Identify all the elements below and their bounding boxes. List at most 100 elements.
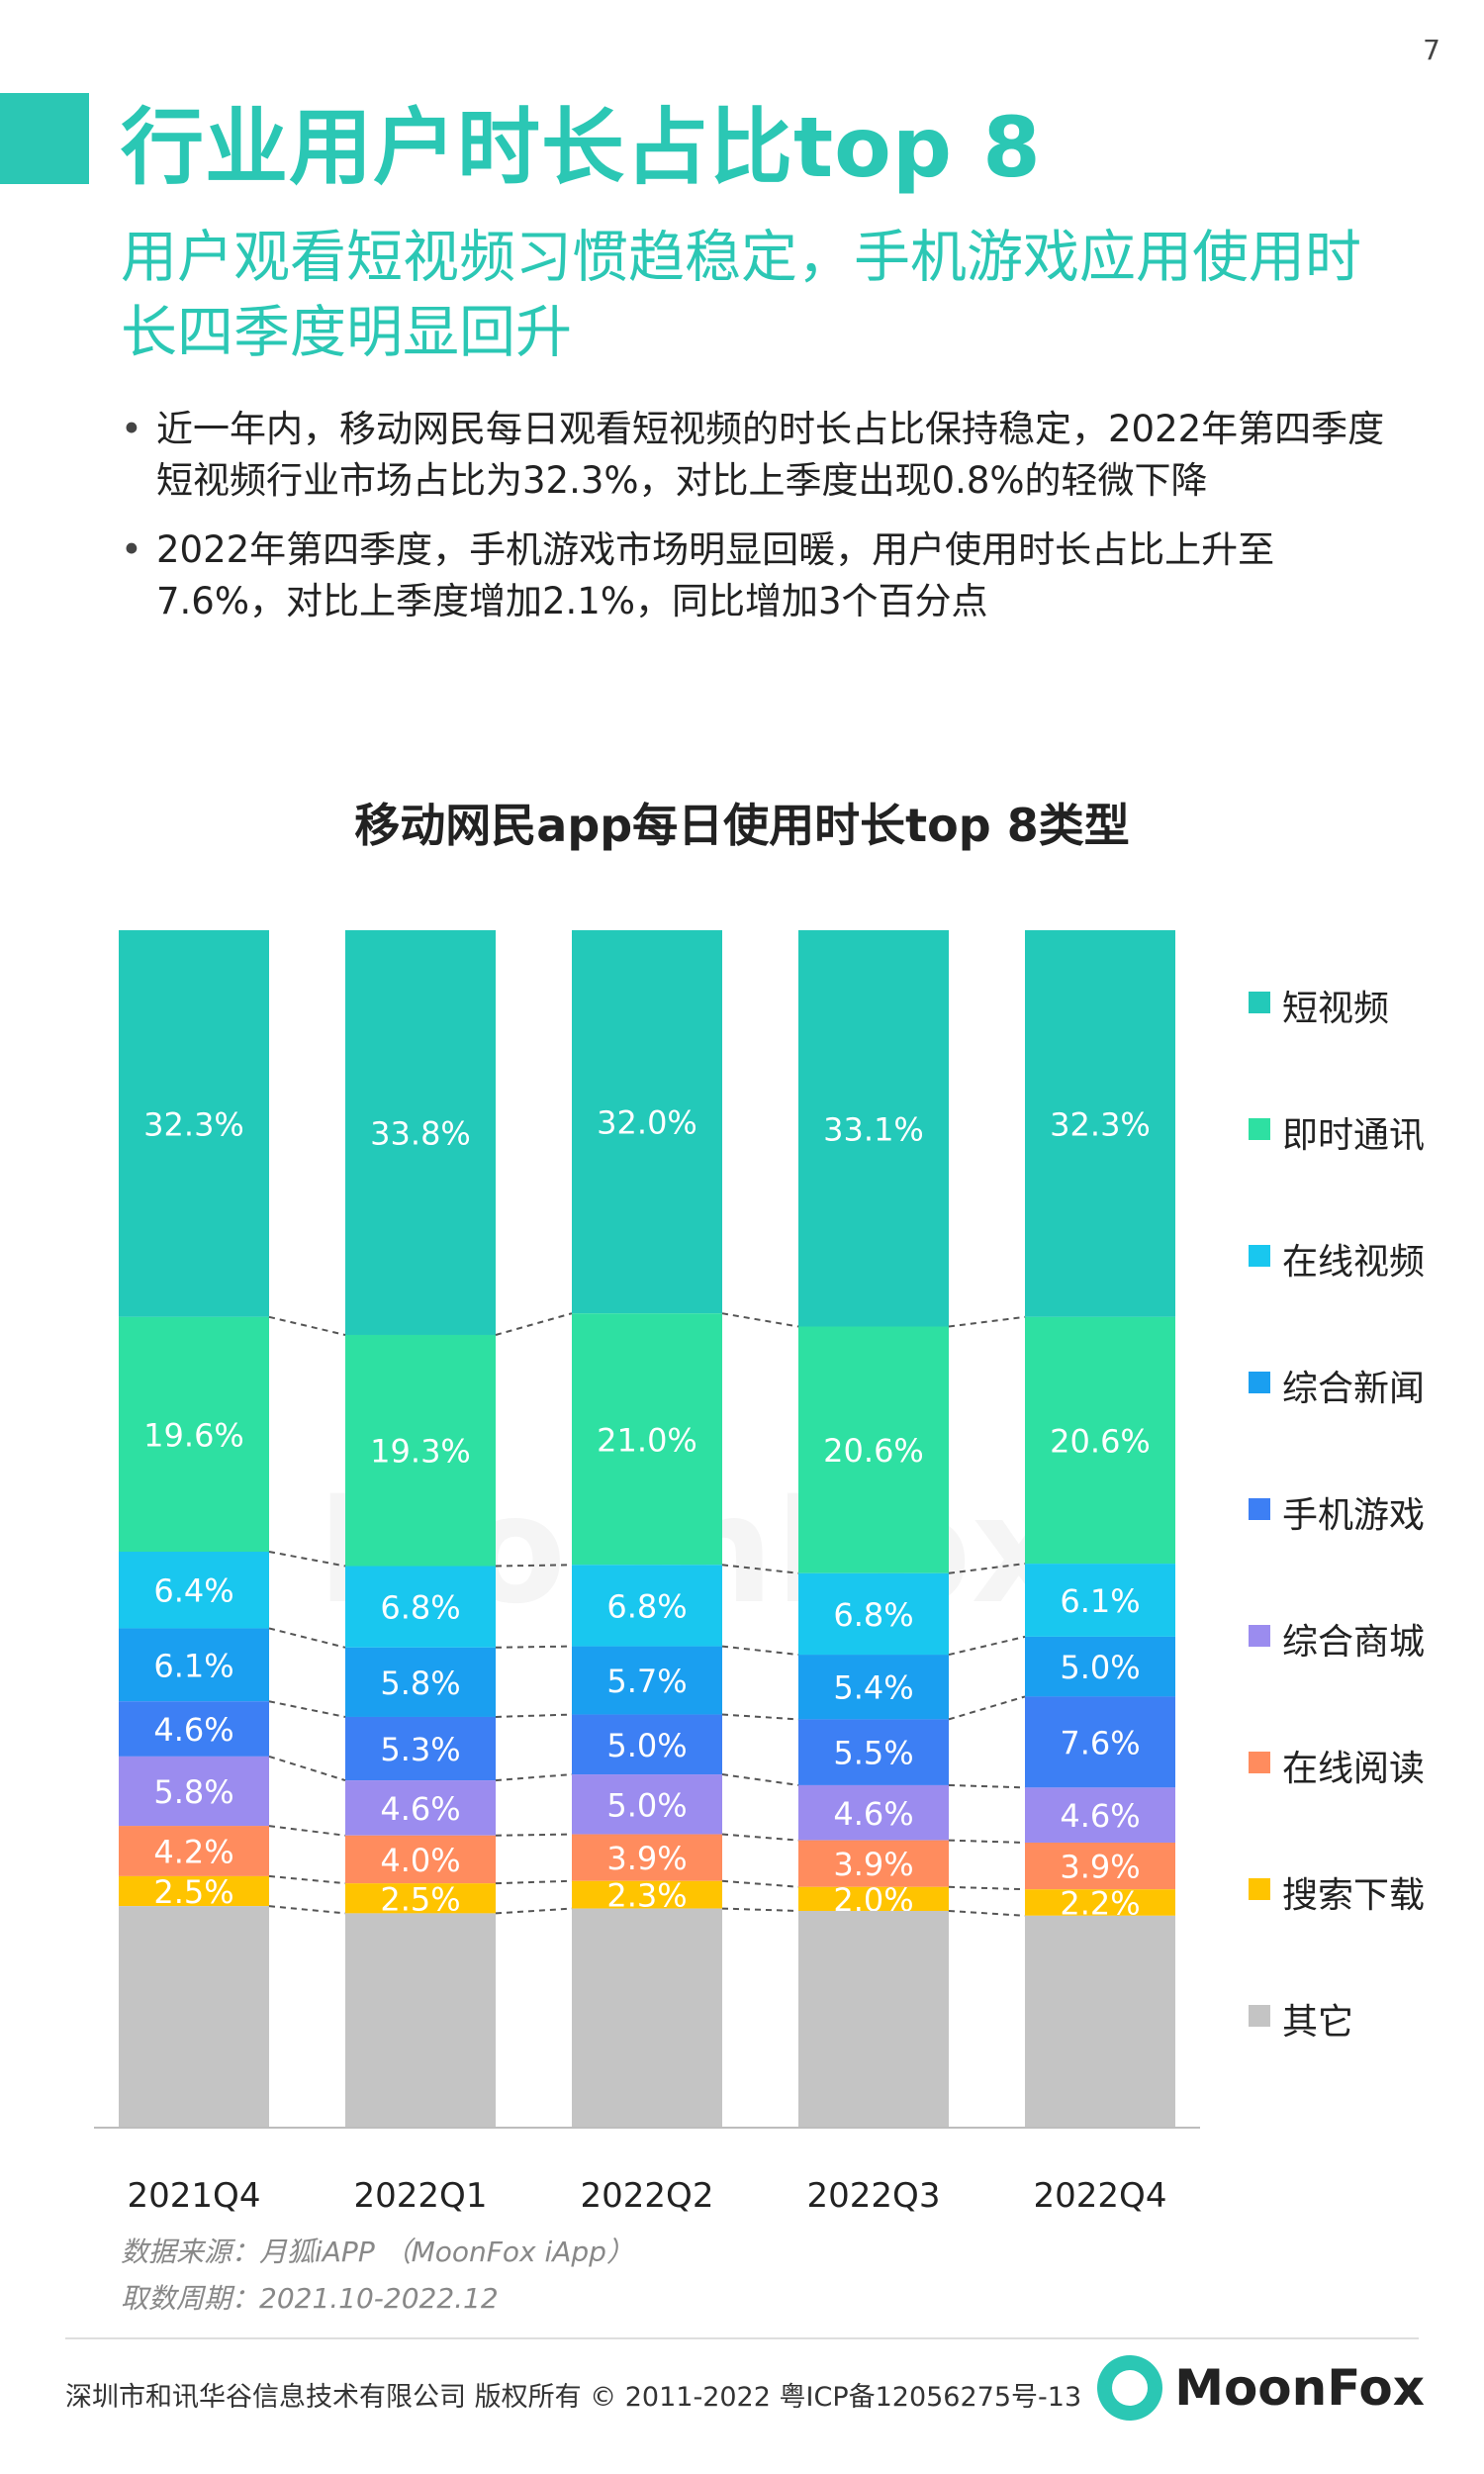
data-label: 32.3%: [1050, 1105, 1151, 1143]
bar-segment: [1025, 1636, 1175, 1697]
connector-line: [721, 1312, 799, 1328]
data-label: 3.9%: [606, 1840, 687, 1877]
connector-line: [948, 1315, 1026, 1328]
data-label: 32.3%: [143, 1105, 244, 1143]
bar-segment: [119, 1906, 269, 2128]
connector-line: [721, 1645, 799, 1657]
data-label: 6.1%: [153, 1647, 233, 1684]
connector-line: [495, 1907, 573, 1915]
legend-label: 综合新闻: [1282, 1369, 1426, 1409]
legend-label: 手机游戏: [1282, 1495, 1426, 1536]
data-label: 6.8%: [606, 1587, 687, 1625]
bar-segment: [1025, 1915, 1175, 2128]
connector-line: [721, 1773, 799, 1786]
connector-line: [721, 1833, 799, 1842]
data-label: 6.1%: [1060, 1582, 1140, 1620]
bar-segment: [572, 1313, 722, 1566]
legend-item: 其它: [1249, 1993, 1425, 2120]
bar-segment: [798, 1719, 949, 1785]
connector-line: [268, 1755, 346, 1782]
connector-line: [948, 1695, 1026, 1721]
bar-segment: [1025, 1316, 1175, 1565]
x-tick-label: 2022Q4: [1034, 2176, 1167, 2216]
connector-line: [721, 1564, 799, 1574]
connector-line: [268, 1551, 346, 1568]
bar-segment: [572, 1714, 722, 1775]
data-label: 5.0%: [606, 1786, 687, 1824]
bar-segment: [119, 1628, 269, 1702]
data-label: 6.8%: [833, 1596, 913, 1634]
bar-segment: [1025, 1696, 1175, 1788]
connector-line: [495, 1833, 573, 1837]
data-label: 19.3%: [370, 1433, 471, 1471]
data-label: 7.6%: [1060, 1724, 1140, 1761]
page-subtitle: 用户观看短视频习惯趋稳定，手机游戏应用使用时长四季度明显回升: [121, 225, 1361, 365]
bar-segment: [345, 1334, 496, 1567]
data-label: 3.9%: [833, 1846, 913, 1883]
connector-line: [268, 1874, 346, 1885]
legend-swatch: [1249, 1878, 1270, 1900]
bullet-list: 近一年内，移动网民每日观看短视频的时长占比保持稳定，2022年第四季度短视频行业…: [121, 404, 1397, 645]
data-label: 2.5%: [153, 1873, 233, 1911]
connector-line: [495, 1645, 573, 1649]
connector-line: [721, 1713, 799, 1721]
bar-segment: [798, 1326, 949, 1573]
bar-segment: [119, 1826, 269, 1876]
bar-segment: [119, 1551, 269, 1629]
page-title: 行业用户时长占比top 8: [121, 99, 1042, 196]
data-label: 33.1%: [823, 1110, 924, 1148]
data-label: 2.3%: [606, 1877, 687, 1915]
data-label: 20.6%: [823, 1432, 924, 1470]
data-label: 5.0%: [606, 1727, 687, 1764]
connector-line: [268, 1315, 346, 1336]
legend-swatch: [1249, 1752, 1270, 1773]
legend-label: 其它: [1282, 2002, 1354, 2043]
legend-swatch: [1249, 992, 1270, 1013]
connector-line: [495, 1564, 573, 1568]
stacked-bar-chart: 32.3%19.6%6.4%6.1%4.6%5.8%4.2%2.5%2021Q4…: [94, 930, 1200, 2216]
bar-segment: [798, 1572, 949, 1656]
period-line: 取数周期：2021.10-2022.12: [121, 2282, 499, 2315]
bar-segment: [119, 930, 269, 1317]
legend-label: 综合商城: [1282, 1622, 1426, 1663]
bar-segment: [798, 1840, 949, 1887]
bar-segment: [345, 1780, 496, 1836]
data-label: 4.6%: [1060, 1797, 1140, 1835]
x-tick-label: 2022Q1: [354, 2176, 488, 2216]
bar-segment: [119, 1756, 269, 1827]
page-number: 7: [1423, 34, 1440, 66]
bar-segment: [798, 1886, 949, 1911]
bar-segment: [798, 1910, 949, 2128]
connector-line: [948, 1563, 1026, 1574]
data-label: 5.5%: [833, 1735, 913, 1772]
legend-label: 短视频: [1282, 989, 1390, 1029]
data-source: 数据来源：月狐iAPP （MoonFox iApp） 取数周期：2021.10-…: [121, 2229, 634, 2322]
data-label: 4.6%: [380, 1790, 460, 1828]
x-tick-label: 2021Q4: [128, 2176, 261, 2216]
data-label: 20.6%: [1050, 1422, 1151, 1460]
data-label: 4.6%: [833, 1795, 913, 1833]
title-accent-block: [0, 93, 89, 184]
footer-divider: [65, 2337, 1419, 2339]
legend-swatch: [1249, 1245, 1270, 1267]
data-label: 5.4%: [833, 1669, 913, 1707]
bar-segment: [1025, 1564, 1175, 1637]
connector-line: [721, 1907, 799, 1912]
bar-segment: [345, 1566, 496, 1648]
bar-segment: [572, 1834, 722, 1881]
connector-line: [948, 1783, 1026, 1789]
bar-segment: [1025, 1889, 1175, 1916]
bar-segment: [345, 1716, 496, 1781]
legend-item: 即时通讯: [1249, 1106, 1425, 1233]
legend-swatch: [1249, 1372, 1270, 1393]
moonfox-logo: MoonFox: [1097, 2355, 1425, 2421]
data-label: 5.8%: [153, 1773, 233, 1811]
data-label: 6.8%: [380, 1589, 460, 1627]
bar-segment: [119, 1875, 269, 1907]
data-label: 5.0%: [1060, 1649, 1140, 1686]
bar-segment: [345, 1883, 496, 1914]
data-label: 32.0%: [597, 1104, 697, 1142]
legend-swatch: [1249, 1625, 1270, 1647]
data-label: 21.0%: [597, 1421, 697, 1459]
bar-segment: [798, 1655, 949, 1720]
